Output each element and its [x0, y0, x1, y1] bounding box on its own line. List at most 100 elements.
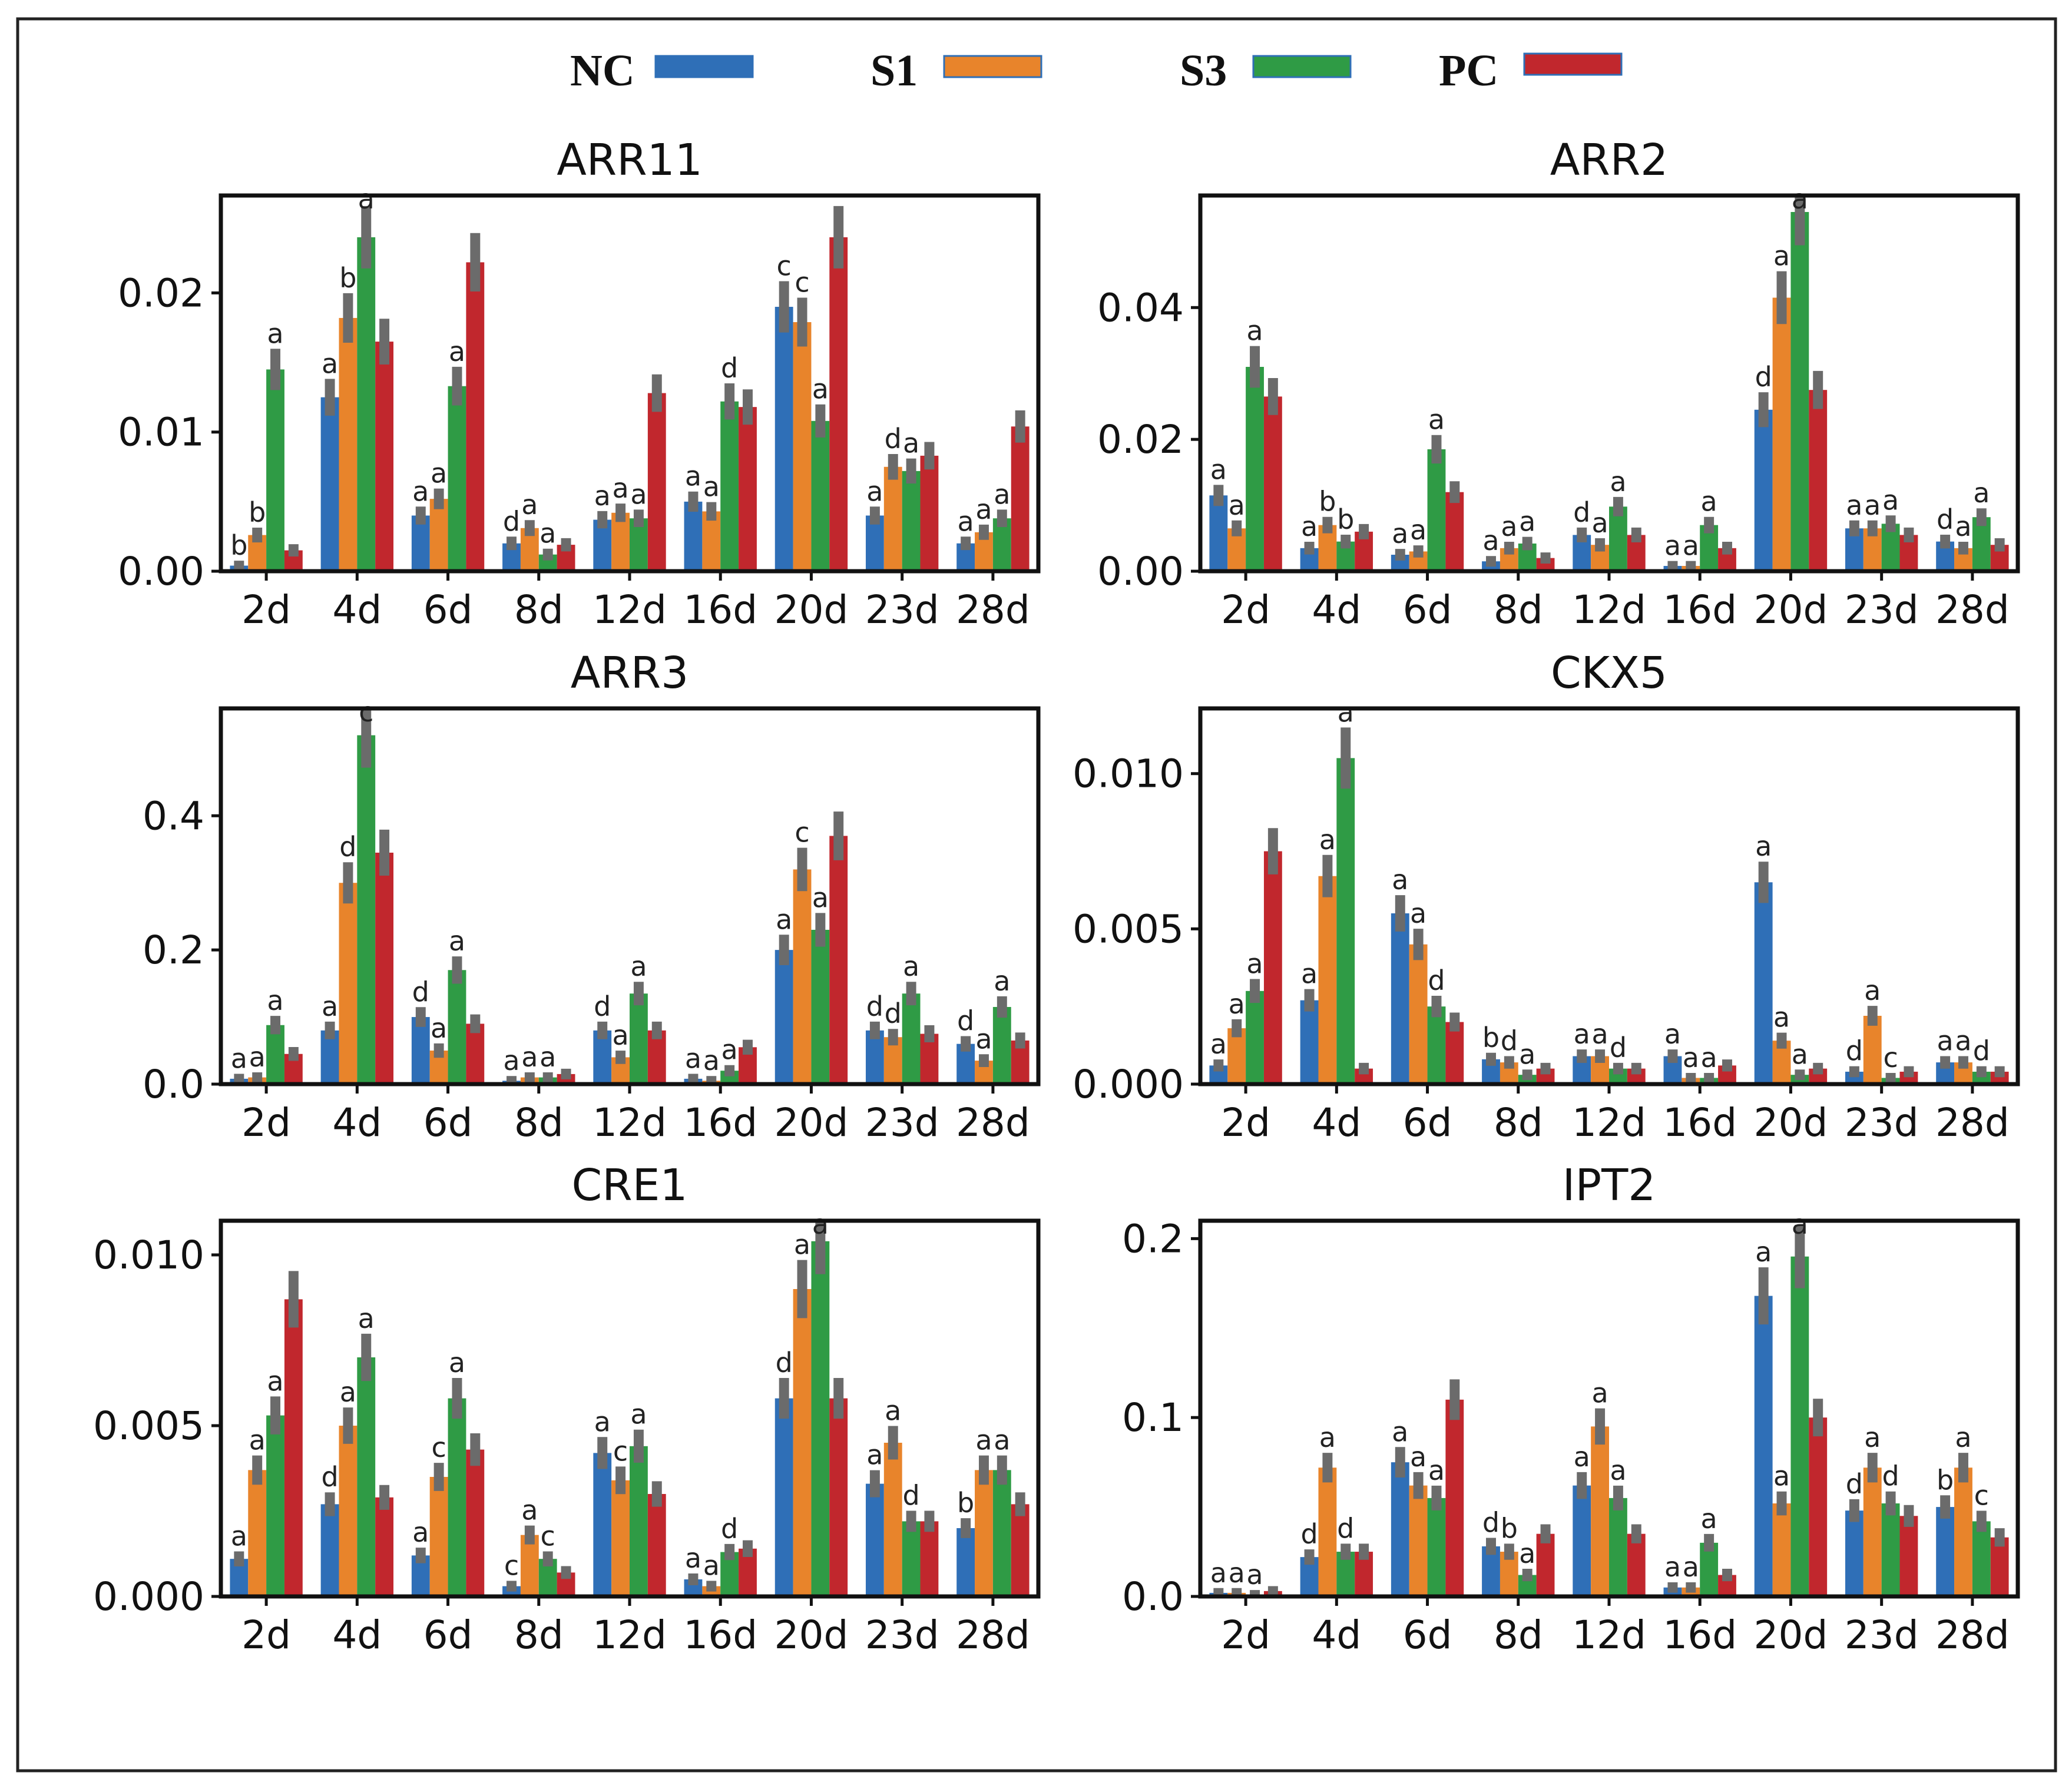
arr2-sig-label: a	[1210, 453, 1227, 485]
cre1-bar-s1-2d	[248, 1470, 267, 1596]
arr2-plot-area	[1198, 193, 2020, 574]
legend-swatch-pc	[1523, 52, 1623, 76]
cre1-xtick-label: 28d	[956, 1612, 1030, 1658]
cre1-sig-label: a	[358, 1303, 375, 1334]
ckx5-bar-s3-2d	[1246, 990, 1264, 1084]
ipt2-sig-label: a	[1701, 1503, 1717, 1535]
cre1-bar-s1-4d	[339, 1426, 358, 1596]
ckx5-xtick-label: 2d	[1221, 1100, 1270, 1145]
arr2-sig-label: a	[1683, 530, 1699, 562]
ipt2-bar-nc-28d	[1936, 1507, 1955, 1596]
cre1-ytick-label: 0.000	[93, 1574, 204, 1619]
arr11-sig-label: b	[230, 529, 247, 561]
arr3-bar-s3-6d	[448, 970, 466, 1084]
arr3-bar-pc-6d	[466, 1023, 485, 1084]
cre1-bar-s1-23d	[883, 1443, 902, 1596]
arr2-sig-label: a	[1246, 315, 1263, 347]
arr11-xtick-label: 2d	[241, 587, 291, 632]
arr11-sig-label: a	[412, 475, 429, 507]
arr11-xtick-label: 6d	[423, 587, 473, 632]
arr3-bar-nc-4d	[320, 1030, 339, 1084]
cre1-bar-pc-23d	[920, 1521, 939, 1596]
cre1-sig-label: a	[340, 1376, 356, 1408]
arr2-sig-label: a	[1664, 530, 1681, 562]
arr3-sig-label: a	[231, 1043, 247, 1075]
arr3-sig-label: a	[503, 1045, 519, 1076]
arr3-sig-label: a	[267, 985, 283, 1016]
arr2-sig-label: a	[1792, 183, 1808, 215]
arr2-sig-label: a	[1591, 507, 1608, 539]
arr3-bar-s3-20d	[811, 929, 830, 1084]
arr2-xtick-label: 16d	[1663, 587, 1737, 632]
arr11-bar-s3-16d	[720, 401, 739, 571]
ckx5-plot-area	[1198, 706, 2020, 1086]
cre1-bar-s3-12d	[630, 1446, 648, 1596]
arr3-bar-nc-23d	[865, 1030, 884, 1084]
arr11-bar-s3-4d	[357, 237, 376, 571]
arr11-xtick-label: 4d	[332, 587, 382, 632]
arr11-plot-area	[219, 193, 1041, 574]
arr3-sig-label: d	[412, 976, 429, 1008]
cre1-sig-label: d	[776, 1347, 793, 1379]
ipt2-sig-label: d	[1337, 1512, 1354, 1544]
legend-label-s3: S3	[1180, 46, 1227, 95]
ckx5-bar-s1-2d	[1227, 1028, 1246, 1084]
arr2-xtick-label: 6d	[1403, 587, 1452, 632]
ipt2-sig-label: a	[1955, 1422, 1971, 1453]
ipt2-bar-pc-23d	[1899, 1516, 1918, 1596]
ckx5-sig-label: a	[1392, 864, 1408, 896]
arr2-ytick-label: 0.02	[1097, 417, 1184, 462]
arr11-sig-label: a	[594, 480, 611, 512]
arr11-bar-nc-4d	[320, 397, 339, 571]
cre1-sig-label: b	[957, 1487, 974, 1519]
ipt2-bar-nc-12d	[1573, 1485, 1591, 1596]
legend-label-nc: NC	[570, 46, 635, 95]
arr2-sig-label: a	[1773, 240, 1790, 272]
cre1-title: CRE1	[572, 1160, 688, 1211]
ipt2-bar-s3-12d	[1609, 1498, 1627, 1596]
arr2-sig-label: a	[1428, 404, 1445, 436]
arr11-sig-label: a	[703, 471, 720, 503]
ipt2-bar-pc-6d	[1445, 1399, 1464, 1596]
arr11-sig-label: d	[885, 423, 902, 455]
arr11-bar-s3-28d	[992, 518, 1011, 571]
arr2-xtick-label: 4d	[1312, 587, 1361, 632]
cre1-xtick-label: 20d	[774, 1612, 848, 1658]
ipt2-sig-label: a	[1229, 1557, 1245, 1589]
arr3-bar-s3-12d	[630, 993, 648, 1084]
arr11-sig-label: b	[339, 262, 356, 294]
cre1-bar-s1-28d	[975, 1470, 993, 1596]
ipt2-bar-s1-12d	[1591, 1426, 1609, 1596]
arr3-sig-label: a	[322, 990, 338, 1022]
cre1-sig-label: a	[249, 1424, 266, 1456]
cre1-bar-pc-28d	[1011, 1504, 1030, 1596]
ipt2-sig-label: a	[1246, 1559, 1263, 1591]
ipt2-sig-label: a	[1574, 1441, 1590, 1473]
cre1-sig-label: a	[594, 1406, 611, 1437]
arr3-sig-label: a	[521, 1041, 538, 1073]
ipt2-bar-s3-20d	[1790, 1256, 1809, 1596]
arr2-sig-label: a	[1301, 511, 1318, 542]
ipt2-xtick-label: 23d	[1845, 1612, 1919, 1658]
arr3-bar-s3-23d	[902, 993, 921, 1084]
arr11-sig-label: a	[612, 472, 628, 504]
arr2-xtick-label: 8d	[1494, 587, 1543, 632]
ckx5-sig-label: a	[1683, 1042, 1699, 1074]
arr3-sig-label: a	[612, 1019, 628, 1051]
arr11-bar-s3-20d	[811, 420, 830, 571]
cre1-xtick-label: 4d	[332, 1612, 382, 1658]
arr11-bar-s3-12d	[630, 518, 648, 571]
arr2-title: ARR2	[1550, 135, 1669, 185]
ckx5-bar-nc-20d	[1754, 882, 1773, 1084]
ckx5-sig-label: d	[1973, 1035, 1990, 1067]
arr3-ytick-label: 0.4	[143, 793, 204, 839]
cre1-sig-label: a	[521, 1495, 538, 1526]
arr2-xtick-label: 28d	[1935, 587, 2010, 632]
ipt2-xtick-label: 6d	[1403, 1612, 1452, 1658]
cre1-bar-s3-6d	[448, 1398, 466, 1596]
ckx5-sig-label: a	[1210, 1028, 1227, 1060]
ckx5-ytick-label: 0.005	[1073, 906, 1184, 952]
